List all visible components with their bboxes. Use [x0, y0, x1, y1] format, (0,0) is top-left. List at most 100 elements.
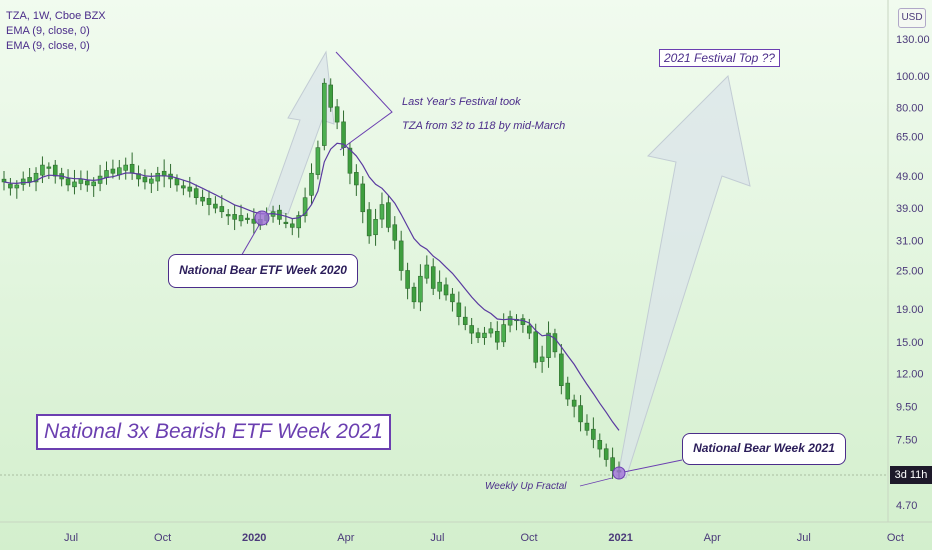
legend-ema-1[interactable]: EMA (9, close, 0) [6, 25, 90, 37]
legend-ema-2[interactable]: EMA (9, close, 0) [6, 40, 90, 52]
candle-body [123, 164, 129, 171]
candle-body [578, 405, 583, 423]
candle-body [507, 316, 513, 326]
x-tick-label: Apr [704, 532, 721, 544]
candle-body [206, 198, 212, 205]
candle-body [552, 333, 558, 353]
ema-line [3, 142, 620, 431]
candle-body [174, 178, 180, 186]
candle-body [155, 172, 161, 182]
candle-body [360, 183, 366, 213]
candle-body [456, 302, 462, 317]
candle-body [322, 82, 327, 146]
candle-body [84, 180, 90, 186]
chart-legend: TZA, 1W, Cboe BZX EMA (9, close, 0) EMA … [6, 9, 106, 54]
y-tick-label: 80.00 [896, 102, 924, 114]
x-tick-label: Oct [520, 532, 537, 544]
y-tick-label: 15.00 [896, 337, 924, 349]
candle-body [8, 183, 13, 189]
currency-label[interactable]: USD [898, 8, 926, 28]
candle-body [437, 281, 442, 292]
candle-body [450, 293, 455, 303]
y-tick-label: 31.00 [896, 235, 924, 247]
candle-body [565, 382, 571, 400]
candle-body [527, 325, 532, 334]
candle-body [334, 106, 340, 123]
x-tick-label: Oct [154, 532, 171, 544]
candle-body [571, 399, 577, 407]
candle-body [309, 172, 314, 196]
callout-2021-pointer [623, 459, 683, 473]
candle-body [200, 196, 205, 202]
candle-body [392, 224, 398, 241]
candle-body [603, 448, 609, 460]
candle-body [289, 223, 295, 228]
bear-week-2021-marker [612, 466, 626, 480]
candle-body [20, 178, 26, 185]
x-tick-label: Jul [797, 532, 811, 544]
y-tick-label: 12.00 [896, 368, 924, 380]
candle-body [475, 332, 481, 338]
candle-body [245, 217, 250, 220]
candle-body [213, 203, 218, 209]
candle-body [232, 214, 237, 220]
candle-body [462, 316, 468, 325]
candle-body [366, 209, 372, 237]
candle-body [533, 331, 539, 363]
candle-body [597, 440, 603, 450]
bear-week-2020-marker [254, 210, 270, 226]
candle-body [52, 164, 58, 177]
candle-body [91, 181, 96, 187]
festival-note-line-2: TZA from 32 to 118 by mid-March [402, 120, 566, 132]
candle-body [610, 457, 615, 472]
candles [1, 78, 622, 479]
candle-body [405, 270, 410, 289]
fractal-label: Weekly Up Fractal [485, 481, 567, 492]
candle-body [501, 324, 506, 343]
candle-body [187, 186, 193, 192]
x-tick-label: 2020 [242, 532, 266, 544]
y-tick-label: 7.50 [896, 434, 917, 446]
legend-symbol[interactable]: TZA, 1W, Cboe BZX [6, 10, 106, 22]
candle-body [40, 164, 45, 176]
callout-bear-etf-2020[interactable]: National Bear ETF Week 2020 [168, 254, 358, 288]
candle-body [328, 84, 334, 108]
candle-body [379, 204, 385, 220]
price-countdown-badge: 3d 11h [890, 466, 932, 484]
callout-bear-week-2021[interactable]: National Bear Week 2021 [682, 433, 846, 465]
candle-body [584, 422, 590, 431]
candle-body [347, 147, 353, 174]
candle-body [104, 170, 109, 178]
candle-body [302, 197, 308, 217]
festival-top-box[interactable]: 2021 Festival Top ?? [659, 49, 780, 67]
candle-body [591, 428, 596, 440]
y-tick-label: 130.00 [896, 34, 930, 46]
x-axis-ticks: Jul Oct 2020 Apr Jul Oct 2021 Apr Jul Oct [64, 532, 904, 544]
candle-body [142, 176, 148, 183]
candle-body [46, 166, 52, 169]
x-tick-label: Jul [430, 532, 444, 544]
candle-body [238, 215, 244, 222]
x-tick-label: Oct [887, 532, 904, 544]
x-tick-label: Jul [64, 532, 78, 544]
y-tick-label: 39.00 [896, 203, 924, 215]
candle-body [72, 181, 77, 188]
candle-body [482, 332, 487, 338]
candle-body [149, 178, 154, 184]
candle-body [430, 266, 436, 289]
y-axis-ticks: 4.70 7.50 9.50 12.00 15.00 19.00 25.00 31.00 39.… [896, 34, 930, 512]
candle-body [488, 328, 494, 334]
fractal-pointer [579, 477, 613, 487]
festival-note-pointer [335, 51, 393, 151]
candle-body [181, 185, 186, 189]
candle-body [225, 214, 231, 217]
candle-body [559, 353, 564, 386]
candle-body [418, 275, 423, 303]
callout-2020-pointer [239, 219, 263, 259]
candle-body [424, 264, 430, 279]
candle-body [411, 286, 417, 303]
big-title-box[interactable]: National 3x Bearish ETF Week 2021 [36, 414, 391, 450]
y-tick-label: 49.00 [896, 171, 924, 183]
